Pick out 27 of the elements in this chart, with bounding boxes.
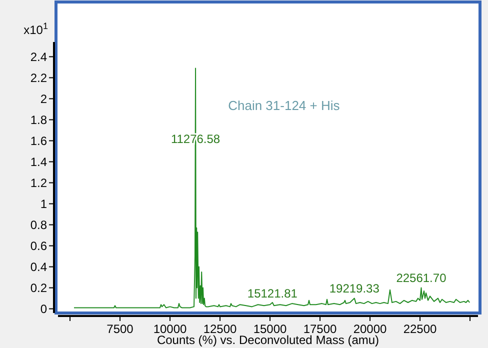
x-tick-label: 10000 xyxy=(153,322,188,336)
y-tick-label: 1.6 xyxy=(30,134,48,148)
x-tick-label: 22500 xyxy=(403,322,438,336)
x-axis-title: Counts (%) vs. Deconvoluted Mass (amu) xyxy=(156,333,380,347)
x-tick-label: 20000 xyxy=(353,322,388,336)
annotation: 22561.70 xyxy=(396,270,447,285)
annotation: 15121.81 xyxy=(247,286,298,301)
annotation: 19219.33 xyxy=(329,281,380,296)
annotation: Chain 31-124 + His xyxy=(228,98,340,113)
line-series xyxy=(74,68,470,308)
y-tick-label: 2 xyxy=(40,92,48,106)
y-tick-label: 1 xyxy=(40,196,48,211)
y-tick-label: 0.2 xyxy=(30,280,48,295)
y-tick-label: 0 xyxy=(40,302,48,316)
y-tick-label: 2.2 xyxy=(30,70,48,85)
x-tick-label: 7500 xyxy=(106,322,134,336)
x-tick-label: 12500 xyxy=(203,322,238,336)
y-tick-label: 0.6 xyxy=(30,238,48,253)
y-axis-title: x10$^{1}$ xyxy=(24,21,48,37)
x-tick-label: 15000 xyxy=(253,322,288,336)
y-tick-label: 0.4 xyxy=(30,260,48,274)
y-tick-label: 1.2 xyxy=(30,176,48,190)
x-tick-label: 17500 xyxy=(303,322,338,336)
y-tick-label: 1.8 xyxy=(30,112,48,127)
y-tick-label: 1.4 xyxy=(30,154,48,169)
y-tick-label: 0.8 xyxy=(30,218,48,232)
y-tick-label: 2.4 xyxy=(30,50,48,64)
